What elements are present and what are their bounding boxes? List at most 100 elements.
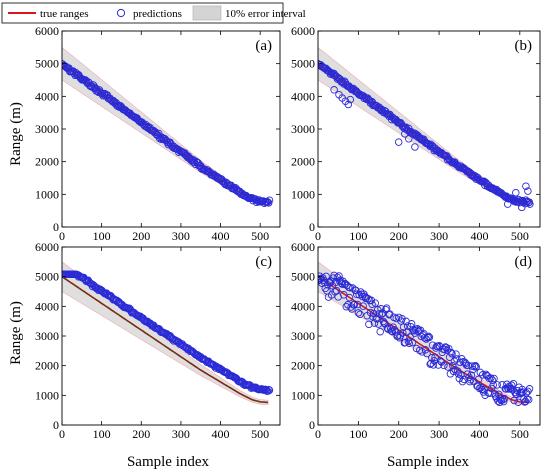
- prediction-point: [495, 390, 503, 399]
- prediction-point: [480, 177, 488, 186]
- prediction-point: [487, 374, 495, 382]
- prediction-point: [449, 367, 458, 376]
- prediction-point: [322, 272, 330, 281]
- prediction-point: [488, 376, 497, 384]
- x-tick-label: 500: [511, 229, 529, 243]
- panel-label-a: (a): [255, 38, 272, 54]
- prediction-point: [265, 386, 274, 394]
- prediction-point: [369, 309, 378, 318]
- prediction-point: [431, 353, 439, 361]
- prediction-point: [330, 86, 338, 94]
- y-tick-label: 4000: [291, 89, 315, 103]
- y-tick-label: 5000: [35, 270, 59, 284]
- y-tick-label: 6000: [291, 240, 315, 254]
- prediction-point: [507, 384, 515, 392]
- prediction-point: [444, 363, 452, 371]
- x-tick-label: 300: [172, 229, 190, 243]
- prediction-point: [338, 280, 346, 288]
- prediction-point: [382, 304, 391, 312]
- y-tick-label: 1000: [291, 388, 315, 402]
- prediction-point: [365, 320, 373, 329]
- x-tick-label: 0: [315, 229, 321, 243]
- prediction-point: [264, 387, 272, 395]
- x-tick-label: 500: [251, 427, 269, 441]
- prediction-point: [371, 299, 380, 307]
- panel-b: 0 100 200 300 400 500010002000300040005000600…: [291, 24, 541, 243]
- panel-label-d: (d): [515, 254, 533, 270]
- prediction-point: [456, 358, 464, 367]
- prediction-point: [408, 338, 417, 347]
- prediction-point: [401, 130, 409, 138]
- x-tick-label: 200: [132, 229, 150, 243]
- y-axis-title-bottom: Range (m): [8, 301, 24, 365]
- prediction-point: [262, 386, 270, 394]
- prediction-point: [500, 394, 509, 403]
- legend: true ranges predictions 10% error interv…: [1, 2, 306, 24]
- panel-d: 0 100 200 300 400 500010002000300040005000600…: [291, 240, 541, 441]
- prediction-point: [264, 198, 272, 206]
- y-tick-label: 4000: [291, 299, 315, 313]
- prediction-point: [379, 317, 388, 326]
- y-tick-label: 3000: [35, 122, 59, 136]
- panel-label-b: (b): [515, 38, 533, 54]
- x-tick-label: 400: [212, 229, 230, 243]
- x-tick-label: 400: [212, 427, 230, 441]
- x-tick-label: 0: [59, 229, 65, 243]
- prediction-point: [265, 196, 274, 204]
- prediction-point: [346, 95, 355, 104]
- prediction-point: [161, 135, 169, 143]
- prediction-point: [381, 320, 389, 328]
- true-range-line-d: [318, 276, 528, 404]
- prediction-point: [474, 375, 483, 384]
- prediction-point: [350, 300, 359, 309]
- prediction-point: [490, 374, 498, 383]
- prediction-point: [518, 203, 526, 212]
- prediction-point: [399, 329, 407, 337]
- prediction-point: [509, 379, 518, 388]
- prediction-point: [519, 388, 527, 396]
- x-tick-label: 500: [511, 427, 529, 441]
- y-tick-label: 3000: [291, 329, 315, 343]
- prediction-point: [264, 385, 273, 394]
- prediction-point: [356, 310, 364, 319]
- x-tick-label: 200: [390, 427, 408, 441]
- panels: 0 100 200 300 400 500010002000300040005000600…: [35, 24, 541, 441]
- x-tick-label: 200: [390, 229, 408, 243]
- y-tick-label: 3000: [35, 329, 59, 343]
- prediction-point: [376, 327, 384, 336]
- prediction-point: [478, 371, 487, 379]
- prediction-point: [487, 384, 496, 393]
- prediction-point: [526, 200, 534, 208]
- prediction-point: [398, 315, 406, 323]
- legend-predictions-marker: [116, 8, 126, 18]
- prediction-point: [344, 100, 353, 109]
- prediction-point: [503, 384, 512, 392]
- x-tick-label: 500: [251, 229, 269, 243]
- prediction-point: [359, 302, 367, 310]
- prediction-point: [396, 118, 405, 127]
- prediction-point: [220, 179, 228, 187]
- prediction-point: [486, 389, 494, 397]
- y-tick-label: 1000: [291, 187, 315, 201]
- y-tick-label: 6000: [35, 24, 59, 38]
- prediction-point: [411, 143, 419, 151]
- prediction-point: [524, 395, 533, 404]
- prediction-point: [461, 359, 470, 368]
- prediction-point: [91, 83, 99, 92]
- y-tick-label: 5000: [291, 57, 315, 71]
- panel-label-c: (c): [255, 254, 272, 270]
- prediction-point: [458, 377, 467, 386]
- prediction-point: [387, 327, 396, 335]
- true-range-line-c: [62, 276, 269, 404]
- prediction-point: [449, 362, 457, 370]
- y-tick-label: 0: [53, 220, 59, 234]
- y-tick-label: 1000: [35, 388, 59, 402]
- prediction-point: [429, 361, 438, 369]
- prediction-point: [482, 178, 490, 187]
- prediction-point: [447, 348, 455, 357]
- prediction-point: [377, 305, 385, 313]
- prediction-point: [401, 338, 409, 347]
- prediction-point: [348, 305, 356, 313]
- y-tick-label: 0: [309, 220, 315, 234]
